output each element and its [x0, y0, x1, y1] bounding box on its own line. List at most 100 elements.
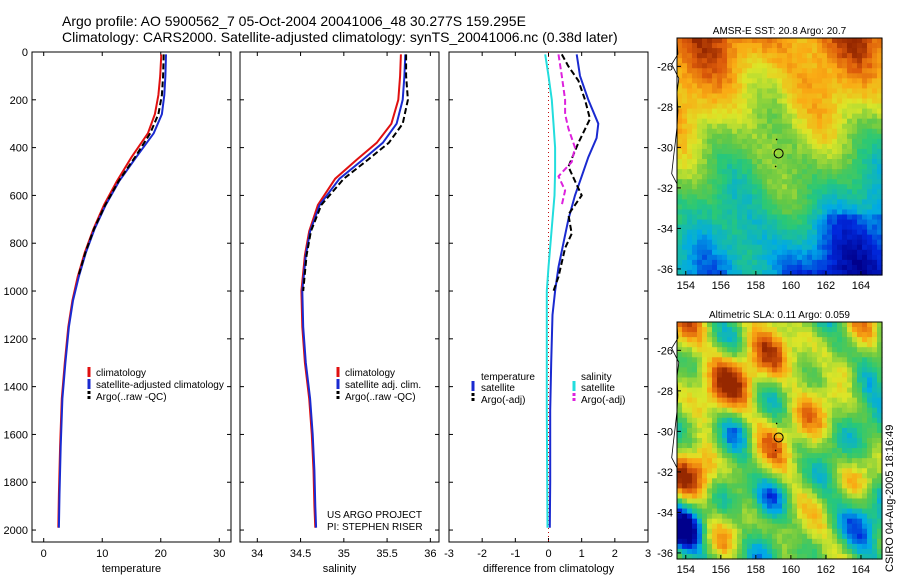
- sst_map-cell: [682, 229, 688, 236]
- sst_map-cell: [847, 143, 853, 150]
- sst_map-cell: [847, 43, 853, 49]
- sst_map-cell: [787, 209, 793, 216]
- sst_map-cell: [782, 53, 788, 59]
- sst_map-cell: [837, 143, 843, 150]
- sst_map-cell: [822, 209, 828, 216]
- sla_map-cell: [837, 367, 843, 374]
- sst_map-cell: [827, 214, 833, 221]
- sla_map-cell: [797, 488, 803, 495]
- sst_map-cell: [797, 53, 803, 59]
- sla_map-cell: [747, 518, 753, 525]
- sla_map-cell: [827, 392, 833, 399]
- sla_map-cell: [832, 357, 838, 363]
- sst_map-cell: [737, 194, 743, 200]
- sst_map-cell: [712, 98, 718, 105]
- sst_map-cell: [792, 143, 798, 150]
- sst_map-cell: [827, 189, 833, 195]
- sla_map-cell: [702, 322, 708, 328]
- sst_map-cell: [692, 179, 698, 185]
- sst_map-cell: [847, 53, 853, 59]
- sla_map-cell: [787, 548, 793, 555]
- sst_map-cell: [752, 209, 758, 216]
- sla_map-cell: [687, 473, 693, 479]
- sst_map-cell: [832, 153, 838, 160]
- sst_map-cell: [677, 249, 683, 256]
- sst_map-cell: [782, 244, 788, 251]
- sst_map-cell: [867, 88, 873, 95]
- sla_map-cell: [687, 463, 693, 469]
- sla_map-cell: [732, 322, 738, 328]
- sst_map-cell: [762, 143, 768, 150]
- diff-legend-header-temp: temperature: [481, 372, 535, 383]
- sla_map-cell: [677, 553, 683, 560]
- sla_map-cell: [707, 367, 713, 374]
- sla_map-cell: [862, 553, 868, 560]
- sla_map-cell: [817, 453, 823, 459]
- sst_map-cell: [722, 93, 728, 100]
- sla_map-cell: [732, 508, 738, 515]
- sst_map-cell: [742, 53, 748, 59]
- sla_map-cell: [727, 443, 733, 449]
- sst_map-cell: [722, 58, 728, 64]
- sla_map-cell: [877, 337, 883, 343]
- sla_map-cell: [807, 533, 813, 540]
- sst_map-cell: [762, 254, 768, 261]
- sst_map-cell: [682, 234, 688, 241]
- sst_map-cell: [857, 264, 863, 271]
- sla_map-cell: [817, 473, 823, 479]
- sla_map-cell: [742, 553, 748, 560]
- sst_map-cell: [862, 133, 868, 140]
- sla_map-cell: [717, 417, 723, 424]
- sla_map-cell: [847, 397, 853, 404]
- sla_map-cell: [677, 453, 683, 459]
- sst_map-cell: [867, 239, 873, 246]
- sst_map-cell: [852, 214, 858, 221]
- sst_map-cell: [852, 58, 858, 64]
- sst_map-cell: [852, 108, 858, 115]
- sla_map-cell: [872, 443, 878, 449]
- sst_map-cell: [827, 43, 833, 49]
- sla_map-cell: [687, 417, 693, 424]
- sst_map-cell: [837, 184, 843, 190]
- sst_map-cell: [817, 133, 823, 140]
- sla_map-cell: [687, 387, 693, 394]
- sla_map-cell: [802, 518, 808, 525]
- sst_map-cell: [702, 48, 708, 54]
- sst_map-cell: [787, 48, 793, 54]
- sst_map-cell: [692, 148, 698, 155]
- sst_map-cell: [802, 229, 808, 236]
- sla_map-cell: [852, 453, 858, 459]
- sla_map-cell: [762, 543, 768, 550]
- sst_map-cell: [772, 269, 778, 276]
- sst_map-cell: [732, 43, 738, 49]
- sla_map-cell: [772, 458, 778, 464]
- sst_map-cell: [792, 199, 798, 205]
- sst_map-cell: [817, 83, 823, 90]
- sst_map-cell: [777, 98, 783, 105]
- sla_map-cell: [732, 332, 738, 338]
- sla_map-cell: [752, 458, 758, 464]
- sla_map-cell: [752, 367, 758, 374]
- sst_map-cell: [782, 169, 788, 175]
- sla_map-xtick-label: 162: [817, 564, 835, 576]
- sst_map-cell: [812, 48, 818, 54]
- sst_map-cell: [712, 174, 718, 180]
- sst_map-cell: [772, 164, 778, 170]
- sst_map-cell: [787, 63, 793, 69]
- sst_map-cell: [807, 184, 813, 190]
- sla_map-cell: [807, 432, 813, 439]
- sst_map-cell: [682, 68, 688, 74]
- sla_map-cell: [722, 528, 728, 535]
- sla_map-cell: [767, 508, 773, 515]
- sst_map-cell: [727, 224, 733, 231]
- sla_map-cell: [797, 377, 803, 384]
- sla_map-cell: [877, 473, 883, 479]
- sst_map-cell: [737, 103, 743, 110]
- sla_map-cell: [682, 352, 688, 358]
- sst_map-cell: [867, 224, 873, 231]
- sla_map-cell: [697, 367, 703, 374]
- sst_map-cell: [817, 229, 823, 236]
- sst_map-cell: [717, 214, 723, 221]
- sla_map-cell: [762, 372, 768, 379]
- sla_map-cell: [782, 357, 788, 363]
